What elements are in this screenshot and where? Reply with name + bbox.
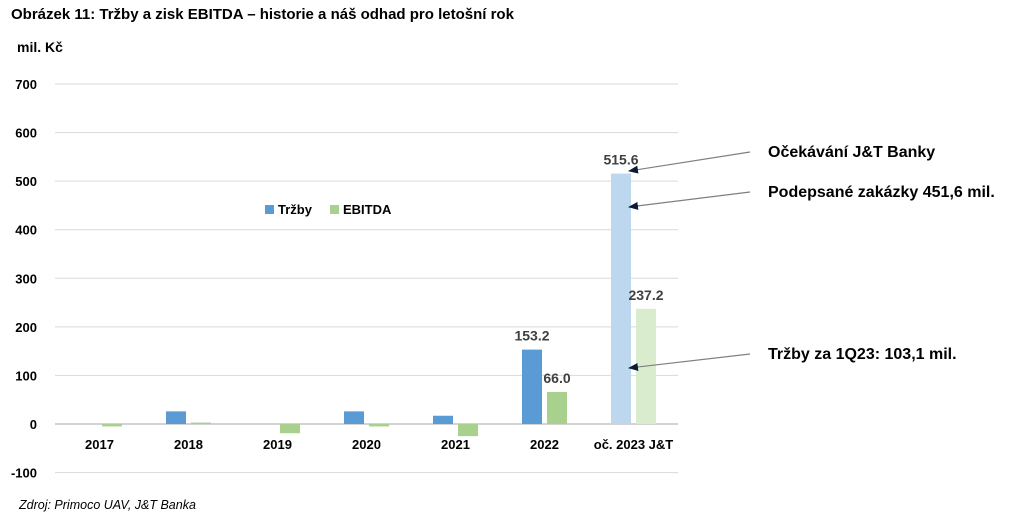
y-axis-ticks: -100 0 100 200 300 400 500 600 700 — [11, 77, 37, 481]
y-tick-label: 500 — [15, 174, 37, 189]
annotation-label: Tržby za 1Q23: 103,1 mil. — [768, 346, 957, 363]
bar-trzby-2018 — [166, 411, 186, 424]
bar-ebitda-2017 — [102, 424, 122, 427]
bars — [102, 173, 656, 437]
data-label: 515.6 — [603, 152, 638, 168]
bar-ebitda-2019 — [280, 424, 300, 434]
legend-swatch-ebitda — [330, 205, 339, 214]
y-tick-label: 200 — [15, 320, 37, 335]
legend: Tržby EBITDA — [265, 202, 392, 217]
gridlines — [55, 83, 678, 474]
x-tick-label: 2020 — [352, 437, 381, 452]
source-note: Zdroj: Primoco UAV, J&T Banka — [19, 498, 196, 512]
legend-label-trzby: Tržby — [278, 202, 313, 217]
bar-ebitda-2020 — [369, 424, 389, 427]
y-tick-label: 700 — [15, 77, 37, 92]
bar-ebitda-2018 — [191, 422, 211, 424]
data-label: 66.0 — [543, 370, 570, 386]
bar-trzby-2022 — [522, 349, 542, 424]
y-tick-label: -100 — [11, 466, 37, 481]
y-tick-label: 400 — [15, 223, 37, 238]
bar-ebitda-2021 — [458, 424, 478, 437]
bar-trzby-o2023jt — [611, 173, 631, 424]
annotation-arrow — [628, 191, 751, 210]
data-label: 237.2 — [628, 287, 663, 303]
annotations: Očekávání J&T Banky Podepsané zakázky 451… — [628, 144, 995, 371]
x-tick-label: 2022 — [530, 437, 559, 452]
x-tick-label: 2018 — [174, 437, 203, 452]
annotation-arrow — [628, 353, 751, 371]
y-tick-label: 600 — [15, 126, 37, 141]
annotation-label: Očekávání J&T Banky — [768, 144, 935, 161]
bar-ebitda-2022 — [547, 391, 567, 424]
annotation-arrow — [628, 151, 751, 174]
y-tick-label: 300 — [15, 271, 37, 286]
y-axis-unit: mil. Kč — [17, 39, 63, 55]
annotation-label: Podepsané zakázky 451,6 mil. — [768, 184, 995, 201]
x-tick-label: 2021 — [441, 437, 470, 452]
x-tick-label: 2019 — [263, 437, 292, 452]
legend-label-ebitda: EBITDA — [343, 202, 392, 217]
x-tick-label: oč. 2023 J&T — [594, 437, 674, 452]
x-axis-ticks: 2017 2018 2019 2020 2021 2022 oč. 2023 J&T — [85, 437, 673, 452]
y-tick-label: 100 — [15, 368, 37, 383]
data-labels: 153.2 66.0 515.6 237.2 — [514, 152, 663, 386]
legend-swatch-trzby — [265, 205, 274, 214]
y-tick-label: 0 — [30, 417, 37, 432]
bar-trzby-2020 — [344, 411, 364, 424]
x-tick-label: 2017 — [85, 437, 114, 452]
figure-title: Obrázek 11: Tržby a zisk EBITDA – histor… — [11, 6, 514, 23]
bar-trzby-2021 — [433, 415, 453, 424]
data-label: 153.2 — [514, 328, 549, 344]
